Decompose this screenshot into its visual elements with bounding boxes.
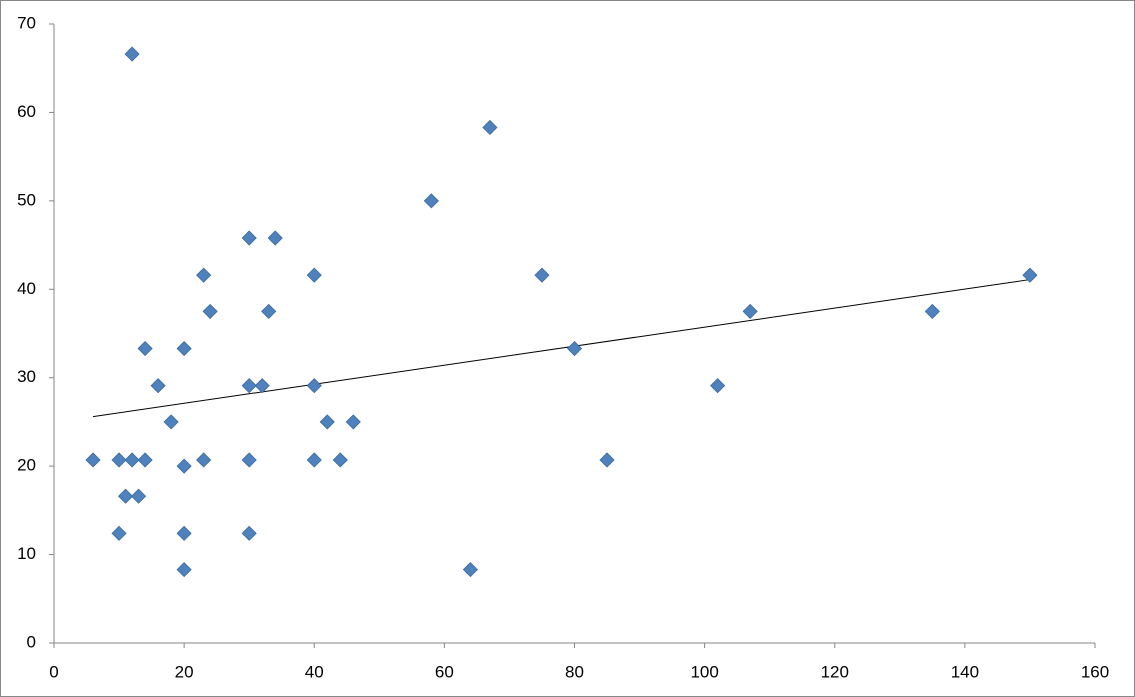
- point: [137, 452, 153, 468]
- x-tick-label: 0: [49, 662, 58, 681]
- point: [462, 562, 478, 578]
- trendline: [92, 279, 1031, 418]
- point: [85, 452, 101, 468]
- point: [423, 193, 439, 209]
- point: [1022, 267, 1038, 283]
- point: [319, 414, 335, 430]
- point: [176, 525, 192, 541]
- point: [131, 488, 147, 504]
- point: [306, 267, 322, 283]
- point: [241, 378, 257, 394]
- x-tick-label: 100: [690, 662, 718, 681]
- point: [742, 303, 758, 319]
- y-tick-label: 10: [17, 544, 36, 563]
- point: [345, 414, 361, 430]
- x-tick-label: 20: [175, 662, 194, 681]
- point: [202, 303, 218, 319]
- point: [241, 525, 257, 541]
- x-tick-label: 160: [1081, 662, 1109, 681]
- x-tick-label: 140: [951, 662, 979, 681]
- x-tick-label: 40: [305, 662, 324, 681]
- x-tick-label: 60: [435, 662, 454, 681]
- point: [118, 488, 134, 504]
- point: [261, 303, 277, 319]
- point: [482, 119, 498, 136]
- y-tick-label: 0: [27, 632, 36, 651]
- point: [163, 414, 179, 430]
- point: [124, 452, 140, 468]
- point: [254, 378, 270, 394]
- point: [566, 340, 583, 357]
- y-tick-label: 30: [17, 367, 36, 386]
- point: [137, 340, 153, 357]
- point: [111, 452, 127, 468]
- point: [306, 378, 322, 394]
- y-tick-label: 40: [17, 279, 36, 298]
- point: [176, 458, 192, 474]
- point: [150, 378, 166, 394]
- point: [196, 452, 212, 468]
- y-tick-label: 20: [17, 456, 36, 475]
- x-tick-label: 80: [565, 662, 584, 681]
- point: [267, 230, 283, 246]
- y-tick-label: 60: [17, 102, 36, 121]
- point: [124, 46, 140, 62]
- point: [332, 452, 348, 468]
- point: [241, 452, 257, 468]
- point: [196, 267, 212, 283]
- point: [176, 340, 192, 357]
- y-tick-label: 70: [17, 13, 36, 32]
- point: [599, 452, 615, 468]
- point: [111, 525, 127, 541]
- point: [306, 452, 322, 468]
- y-tick-label: 50: [17, 190, 36, 209]
- point: [176, 562, 192, 578]
- point: [710, 378, 726, 394]
- point: [241, 230, 257, 246]
- x-tick-label: 120: [821, 662, 849, 681]
- point: [534, 267, 550, 283]
- point: [924, 303, 940, 319]
